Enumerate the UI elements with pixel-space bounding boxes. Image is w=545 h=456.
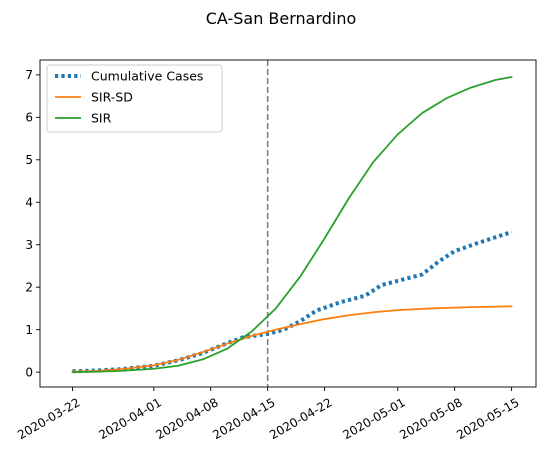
y-tick-label: 1	[25, 323, 33, 337]
x-tick-label: 2020-04-08	[153, 395, 220, 442]
y-tick-label: 7	[25, 68, 33, 82]
chart-title: CA-San Bernardino	[206, 9, 357, 28]
y-tick-label: 2	[25, 281, 33, 295]
legend-label: Cumulative Cases	[91, 69, 203, 84]
y-tick-label: 6	[25, 111, 33, 125]
y-tick-label: 4	[25, 196, 33, 210]
x-tick-label: 2020-04-15	[210, 395, 277, 442]
x-tick-label: 2020-05-08	[397, 395, 464, 442]
y-tick-label: 3	[25, 238, 33, 252]
x-tick-label: 2020-03-22	[15, 395, 82, 442]
y-tick-label: 5	[25, 153, 33, 167]
x-tick-label: 2020-04-01	[96, 395, 163, 442]
x-tick-label: 2020-05-01	[340, 395, 407, 442]
x-tick-label: 2020-04-22	[267, 395, 334, 442]
legend-label: SIR-SD	[91, 90, 133, 105]
legend-label: SIR	[91, 111, 112, 126]
series-line-sir-sd	[73, 306, 512, 371]
series-line-cumulative-cases	[73, 232, 512, 371]
y-tick-label: 0	[25, 365, 33, 379]
x-tick-label: 2020-05-15	[454, 395, 521, 442]
